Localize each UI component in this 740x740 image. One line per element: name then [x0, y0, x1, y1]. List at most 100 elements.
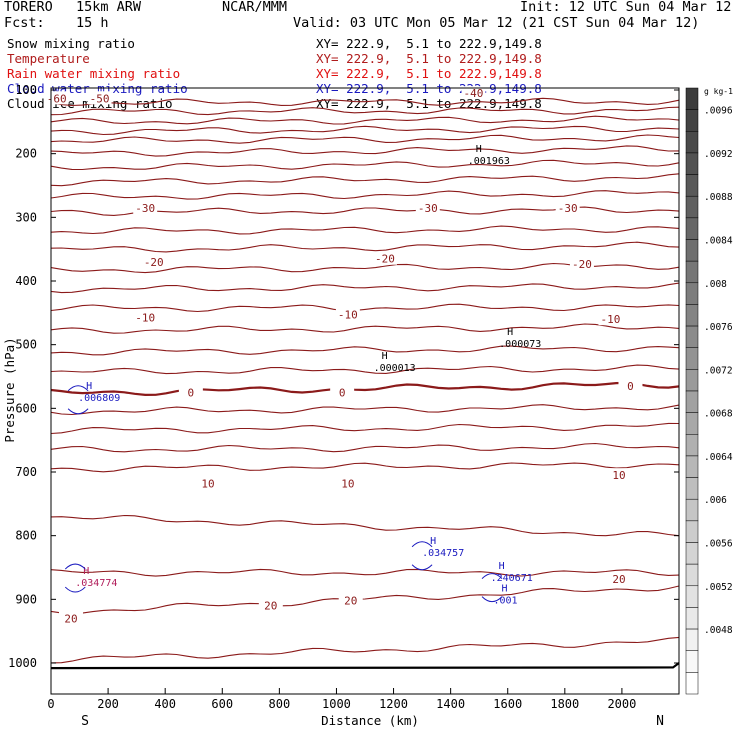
colorbar-cell [685, 498, 699, 522]
isotherm-line [50, 159, 680, 171]
contour-label-bg [335, 307, 360, 321]
x-tick-label: 0 [47, 697, 54, 711]
colorbar-cell [685, 477, 699, 500]
contour-label-bg [415, 200, 440, 214]
colorbar-cell [685, 87, 699, 110]
contour-label: 20 [264, 600, 277, 613]
contour-label: -60 [47, 92, 67, 105]
contour-label-bg [330, 385, 355, 399]
legend-label: Temperature [7, 51, 90, 66]
model-resolution: 15km ARW [76, 0, 142, 15]
colorbar-cell [685, 585, 699, 608]
isotherm-line [50, 241, 680, 253]
isotherm-line [50, 462, 680, 473]
colorbar-unit: g kg-1 [704, 87, 733, 96]
legend-xy: XY= 222.9, 5.1 to 222.9,149.8 [316, 51, 542, 66]
y-tick-label: 1000 [8, 656, 37, 670]
colorbar-cell [685, 563, 699, 587]
contour-label-bg [58, 611, 83, 625]
moisture-contour [64, 563, 86, 593]
contour-label: 0 [188, 386, 195, 399]
extrema-labels: H.001963H.000073H.000013H.006809H.034757… [75, 144, 541, 606]
x-tick-label: 200 [97, 697, 119, 711]
y-tick-label: 600 [15, 401, 37, 415]
contour-label: 10 [612, 469, 625, 482]
colorbar-cell [685, 152, 699, 175]
colorbar-label: .006 [704, 495, 727, 506]
contour-label-bg [461, 86, 486, 100]
isotherm-line [50, 404, 680, 416]
colorbar-cell [685, 542, 699, 565]
y-tick-label: 800 [15, 529, 37, 543]
isotherm-line [50, 97, 680, 107]
extremum-marker: H [382, 351, 388, 362]
contour-label-bg [618, 379, 643, 393]
colorbar-label: .0096 [704, 106, 733, 117]
colorbar-cell [685, 109, 699, 132]
extremum-marker: H [501, 583, 507, 594]
moisture-contour [67, 385, 89, 415]
contour-label: -10 [135, 311, 155, 324]
extremum-marker: H [476, 144, 482, 155]
isotherm-line [50, 115, 680, 125]
legend-xy: XY= 222.9, 5.1 to 222.9,149.8 [316, 36, 542, 51]
valid-time: Valid: 03 UTC Mon 05 Mar 12 (21 CST Sun … [293, 15, 700, 31]
x-tick-label: 400 [154, 697, 176, 711]
contour-label: -30 [418, 202, 438, 215]
extremum-marker: H [499, 561, 505, 572]
isotherm-line [50, 145, 680, 157]
contour-label: 10 [201, 477, 214, 490]
colorbar-label: .0052 [704, 582, 733, 593]
contour-label-bg [607, 571, 632, 585]
contour-label-bg [141, 254, 166, 268]
contour-labels: -60 -50 -40 -30 -30 -30 -20 -20 -20 -10 -10 -10 0 0 0 1… [44, 86, 643, 625]
contour-label: -50 [90, 92, 110, 105]
colorbar-label: .0084 [704, 236, 733, 247]
y-tick-label: 700 [15, 465, 37, 479]
y-axis-title: Pressure (hPa) [2, 337, 17, 442]
colorbar-cell [685, 347, 699, 370]
colorbar-label: .0064 [704, 452, 733, 463]
moisture-contours [64, 385, 503, 603]
forecast-hour: 15 h [76, 15, 109, 31]
colorbar-cell [685, 672, 699, 695]
contour-label: -30 [135, 202, 155, 215]
extremum-marker: H [430, 536, 436, 547]
colorbar-cell [685, 628, 699, 651]
y-tick-label: 300 [15, 210, 37, 224]
x-tick-label: 1200 [379, 697, 408, 711]
x-tick-label: 1800 [550, 697, 579, 711]
isotherm-line [50, 282, 680, 294]
organization: NCAR/MMM [222, 0, 288, 15]
extremum-value: .034774 [75, 578, 117, 589]
isotherm-line [50, 422, 680, 435]
y-tick-label: 200 [15, 147, 37, 161]
x-tick-label: 2000 [607, 697, 636, 711]
x-axis: 0 200 400 600 800 1000 1200 1400 1600 1800 2000 Dis… [47, 688, 664, 729]
extremum-value: .001 [493, 595, 517, 606]
x-axis-title: Distance (km) [321, 713, 419, 728]
contour-label: 20 [64, 612, 77, 625]
contour-label: -30 [558, 202, 578, 215]
colorbar-label: .0076 [704, 322, 733, 333]
contour-label: -20 [572, 258, 592, 271]
contour-label: -20 [144, 256, 164, 269]
isotherm-line [50, 125, 680, 136]
plot-frame [50, 87, 680, 695]
colorbar-label: .0092 [704, 149, 733, 160]
moisture-contour [481, 573, 503, 603]
contour-label: 20 [612, 573, 625, 586]
contour-label-bg [598, 312, 623, 326]
contour-label-bg [133, 310, 158, 324]
isotherm-line [50, 364, 680, 375]
contour-label-bg [178, 385, 203, 399]
extremum-marker: H [86, 381, 92, 392]
extremum-value: .000073 [499, 339, 541, 350]
x-end-left-label: S [81, 714, 89, 729]
legend-label: Snow mixing ratio [7, 36, 135, 51]
colorbar-cell [685, 195, 699, 219]
x-tick-label: 600 [211, 697, 233, 711]
legend-xy: XY= 222.9, 5.1 to 222.9,149.8 [316, 66, 542, 81]
colorbar-label: .0088 [704, 192, 733, 203]
init-time: Init: 12 UTC Sun 04 Mar 12 [520, 0, 732, 15]
